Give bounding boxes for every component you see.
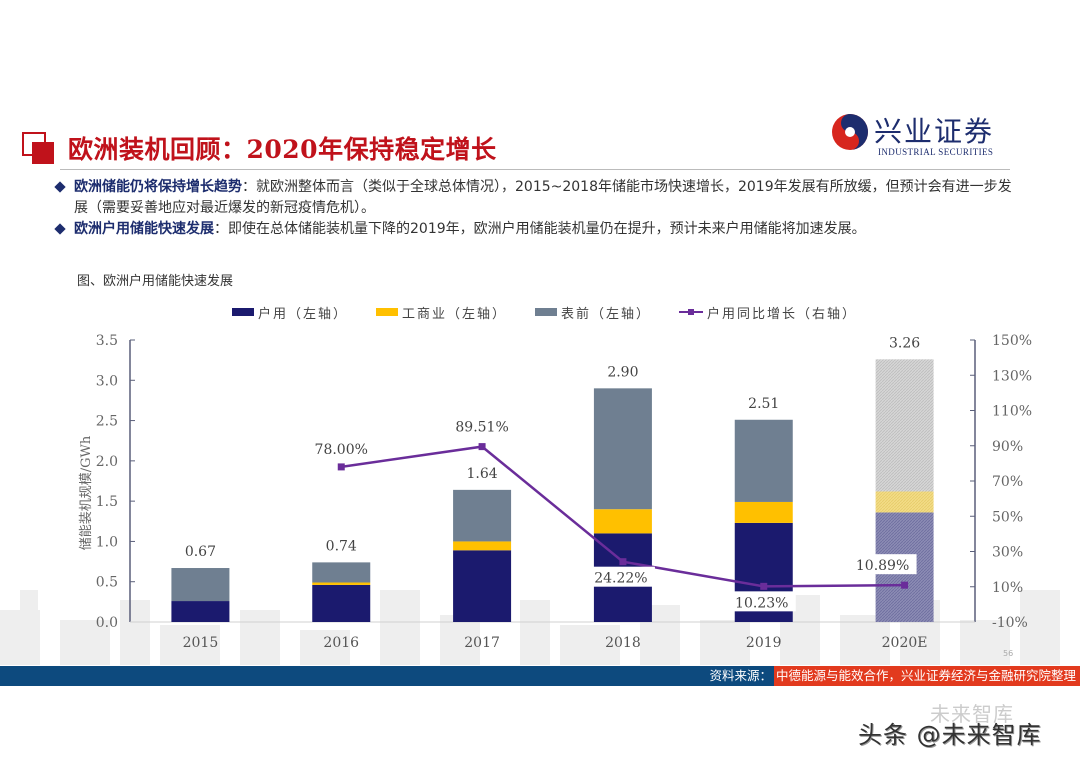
x-tick-label: 2019 — [746, 635, 782, 651]
bar-segment-front-of-meter — [734, 419, 793, 502]
bar-segment-household — [453, 550, 512, 622]
company-logo: 兴业证券 INDUSTRIAL SECURITIES — [830, 110, 1020, 160]
legend-item-commercial: 工商业（左轴） — [376, 303, 507, 322]
bar-segment-household — [312, 584, 371, 622]
legend-label: 表前（左轴） — [561, 306, 652, 322]
x-tick-label: 2017 — [464, 635, 500, 651]
legend-label: 工商业（左轴） — [402, 306, 508, 322]
growth-label: 89.51% — [455, 420, 508, 436]
y2-tick-label: 30% — [992, 545, 1023, 561]
y2-tick-label: 150% — [992, 333, 1032, 349]
y-tick-label: 1.0 — [96, 534, 118, 550]
y-tick-label: 3.0 — [96, 373, 118, 389]
y-tick-label: 2.0 — [96, 454, 118, 470]
growth-label: 10.23% — [735, 595, 788, 611]
y2-tick-label: 10% — [992, 580, 1023, 596]
source-label: 资料来源： — [703, 666, 774, 686]
bullet-text: ：就欧洲整体而言（类似于全球总体情况），2015~2018年储能市场快速增长，2… — [74, 179, 1012, 216]
bullet-list: 欧洲储能仍将保持增长趋势：就欧洲整体而言（类似于全球总体情况），2015~201… — [52, 177, 1022, 240]
legend-item-front-of-meter: 表前（左轴） — [535, 303, 651, 322]
bar-total-label: 0.67 — [185, 544, 216, 560]
growth-label: 24.22% — [594, 571, 647, 587]
bar-segment-household — [171, 601, 230, 622]
bullet-item: 欧洲户用储能快速发展：即使在总体储能装机量下降的2019年，欧洲户用储能装机量仍… — [52, 219, 1022, 240]
growth-label: 78.00% — [315, 442, 368, 458]
bar-segment-commercial — [734, 501, 793, 523]
y2-tick-label: -10% — [992, 615, 1028, 631]
logo-name-cn: 兴业证券 — [874, 115, 995, 148]
legend-item-household: 户用（左轴） — [232, 303, 348, 322]
bar-segment-front-of-meter — [875, 359, 934, 492]
growth-point — [619, 558, 627, 566]
bullet-item: 欧洲储能仍将保持增长趋势：就欧洲整体而言（类似于全球总体情况），2015~201… — [52, 177, 1022, 219]
growth-label-bg — [727, 591, 796, 612]
source-text: 中德能源与能效合作，兴业证券经济与金融研究院整理 — [773, 666, 1080, 686]
y-tick-label: 0.0 — [96, 615, 118, 631]
y-tick-label: 3.5 — [96, 333, 118, 349]
growth-label-bg — [586, 566, 655, 587]
y2-tick-label: 50% — [992, 509, 1023, 525]
growth-point — [478, 443, 486, 451]
y-tick-label: 0.5 — [96, 575, 118, 591]
growth-point — [901, 581, 909, 589]
legend-swatch — [232, 308, 254, 316]
bar-total-label: 2.90 — [607, 364, 638, 380]
x-tick-label: 2020E — [882, 635, 928, 651]
y2-tick-label: 130% — [992, 368, 1032, 384]
legend-item-household-growth: 户用同比增长（右轴） — [679, 303, 857, 322]
chart-legend: 户用（左轴） 工商业（左轴） 表前（左轴） 户用同比增长（右轴） — [232, 303, 857, 322]
bar-segment-commercial — [453, 541, 512, 551]
bar-total-label: 1.64 — [466, 466, 497, 482]
bar-segment-commercial — [593, 509, 652, 534]
figure-caption: 图、欧洲户用储能快速发展 — [77, 274, 234, 289]
growth-point — [337, 463, 345, 471]
legend-swatch — [535, 308, 558, 316]
bullet-text: ：即使在总体储能装机量下降的2019年，欧洲户用储能装机量仍在提升，预计未来户用… — [214, 221, 866, 237]
bar-segment-front-of-meter — [171, 568, 230, 602]
stacked-bar-line-chart: 0.0 0.5 1.0 1.5 2.0 2.5 3.0 3.5 -10% 10% 30% 50% 70%… — [79, 333, 1032, 651]
bullet-lead: 欧洲储能仍将保持增长趋势 — [74, 179, 242, 195]
y-tick-label: 2.5 — [96, 414, 118, 430]
growth-label: 10.89% — [856, 558, 909, 574]
bar-total-label: 2.51 — [748, 396, 779, 412]
bar-segment-front-of-meter — [312, 562, 371, 583]
page-title: 欧洲装机回顾：2020年保持稳定增长 — [68, 135, 497, 164]
growth-label-bg — [848, 554, 917, 575]
diamond-bullet-icon — [54, 181, 66, 193]
source-note: 资料来源： 中德能源与能效合作，兴业证券经济与金融研究院整理 — [703, 666, 1080, 686]
y2-tick-label: 90% — [992, 439, 1023, 455]
watermark: 头条 @未来智库 — [858, 721, 1042, 749]
bar-segment-commercial — [875, 491, 934, 513]
bar-segment-front-of-meter — [593, 388, 652, 510]
watermark-ghost: 未来智库 — [930, 702, 1014, 726]
skyline-background — [0, 590, 1060, 665]
page-number: 56 — [1003, 649, 1014, 658]
legend-label: 户用（左轴） — [258, 306, 349, 322]
y2-tick-label: 70% — [992, 474, 1023, 490]
logo-swirl-icon — [832, 114, 868, 150]
diamond-bullet-icon — [54, 223, 66, 235]
bar-total-label: 3.26 — [889, 335, 920, 351]
x-tick-label: 2015 — [183, 635, 219, 651]
x-tick-label: 2016 — [323, 635, 359, 651]
bar-total-label: 0.74 — [326, 538, 357, 554]
legend-label: 户用同比增长（右轴） — [707, 306, 858, 322]
bar-segment-commercial — [312, 582, 371, 585]
y-axis-label: 储能装机规模/GWh — [79, 435, 94, 550]
bullet-lead: 欧洲户用储能快速发展 — [74, 221, 214, 237]
logo-name-en: INDUSTRIAL SECURITIES — [878, 147, 994, 157]
y-tick-label: 1.5 — [96, 494, 118, 510]
title-divider — [60, 169, 1010, 170]
y2-tick-label: 110% — [992, 404, 1032, 420]
legend-line-swatch — [679, 307, 704, 317]
x-tick-label: 2018 — [605, 635, 641, 651]
legend-swatch — [376, 308, 399, 316]
title-square-icon — [22, 132, 54, 164]
bar-segment-front-of-meter — [453, 489, 512, 542]
growth-point — [760, 582, 768, 590]
